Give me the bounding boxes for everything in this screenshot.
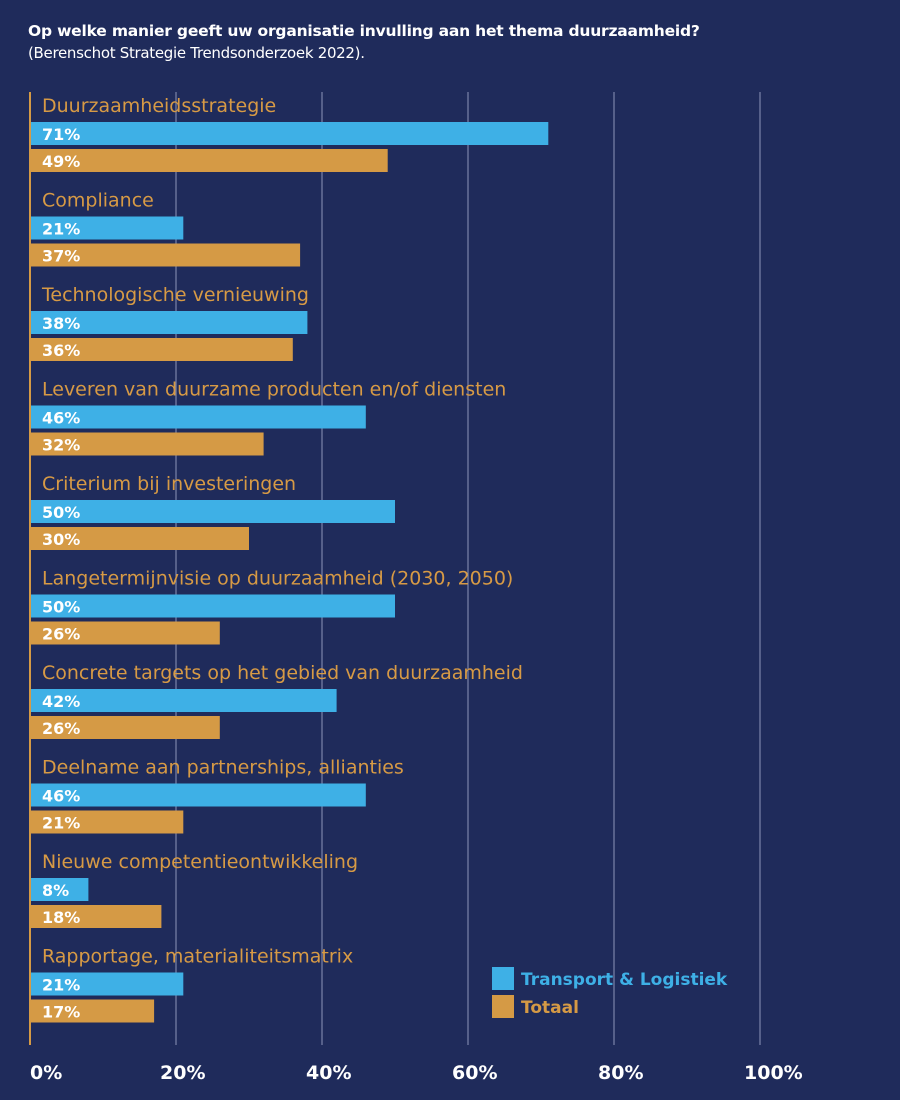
category-label: Deelname aan partnerships, allianties xyxy=(42,757,404,779)
bar xyxy=(30,621,220,645)
bar-value-label: 18% xyxy=(42,908,80,927)
legend-label: Totaal xyxy=(521,998,579,1018)
bar xyxy=(30,243,301,267)
bar-value-label: 8% xyxy=(42,881,69,900)
x-tick-label: 60% xyxy=(452,1062,497,1084)
bar xyxy=(30,972,184,996)
bar xyxy=(30,878,89,901)
category-label: Leveren van duurzame producten en/of die… xyxy=(42,379,506,401)
bar-value-label: 71% xyxy=(42,125,80,144)
bar-value-label: 17% xyxy=(42,1003,80,1022)
bar xyxy=(30,405,366,429)
legend-swatch xyxy=(492,967,514,990)
bar-value-label: 26% xyxy=(42,719,80,738)
bar xyxy=(30,527,249,550)
bar-value-label: 21% xyxy=(42,814,80,833)
bar-value-label: 50% xyxy=(42,598,80,617)
bar xyxy=(30,689,337,712)
bar xyxy=(30,716,220,739)
bar-value-label: 30% xyxy=(42,530,80,549)
bar xyxy=(30,783,366,807)
bar-value-label: 21% xyxy=(42,220,80,239)
legend-swatch xyxy=(492,995,514,1018)
bar xyxy=(30,216,184,240)
bar xyxy=(30,810,184,834)
category-label: Langetermijnvisie op duurzaamheid (2030,… xyxy=(42,568,513,590)
category-label: Technologische vernieuwing xyxy=(41,284,309,306)
x-tick-label: 100% xyxy=(744,1062,803,1084)
bar-value-label: 36% xyxy=(42,341,80,360)
category-label: Compliance xyxy=(42,190,154,212)
bar xyxy=(30,905,162,928)
bar xyxy=(30,311,308,334)
x-tick-label: 0% xyxy=(30,1062,62,1084)
bar xyxy=(30,500,395,523)
x-tick-label: 40% xyxy=(306,1062,351,1084)
legend-label: Transport & Logistiek xyxy=(521,970,728,990)
x-tick-label: 20% xyxy=(160,1062,205,1084)
bar-value-label: 50% xyxy=(42,503,80,522)
x-tick-label: 80% xyxy=(598,1062,643,1084)
category-label: Nieuwe competentieontwikkeling xyxy=(42,851,358,873)
bar-value-label: 37% xyxy=(42,247,80,266)
bar-value-label: 49% xyxy=(42,152,80,171)
category-label: Criterium bij investeringen xyxy=(42,473,296,495)
bar-value-label: 32% xyxy=(42,436,80,455)
category-label: Rapportage, materialiteitsmatrix xyxy=(42,946,353,968)
bar xyxy=(30,999,155,1023)
bar-value-label: 46% xyxy=(42,409,80,428)
category-label: Duurzaamheidsstrategie xyxy=(42,95,276,117)
category-label: Concrete targets op het gebied van duurz… xyxy=(42,662,523,684)
bar xyxy=(30,338,293,361)
bar xyxy=(30,122,549,145)
bar-value-label: 38% xyxy=(42,314,80,333)
bar-value-label: 46% xyxy=(42,787,80,806)
bar xyxy=(30,594,395,618)
chart-subtitle: (Berenschot Strategie Trendsonderzoek 20… xyxy=(28,44,365,62)
bar-value-label: 21% xyxy=(42,976,80,995)
bar-value-label: 26% xyxy=(42,625,80,644)
bar xyxy=(30,149,388,172)
chart-title: Op welke manier geeft uw organisatie inv… xyxy=(28,22,700,40)
bar xyxy=(30,432,264,456)
bar-value-label: 42% xyxy=(42,692,80,711)
